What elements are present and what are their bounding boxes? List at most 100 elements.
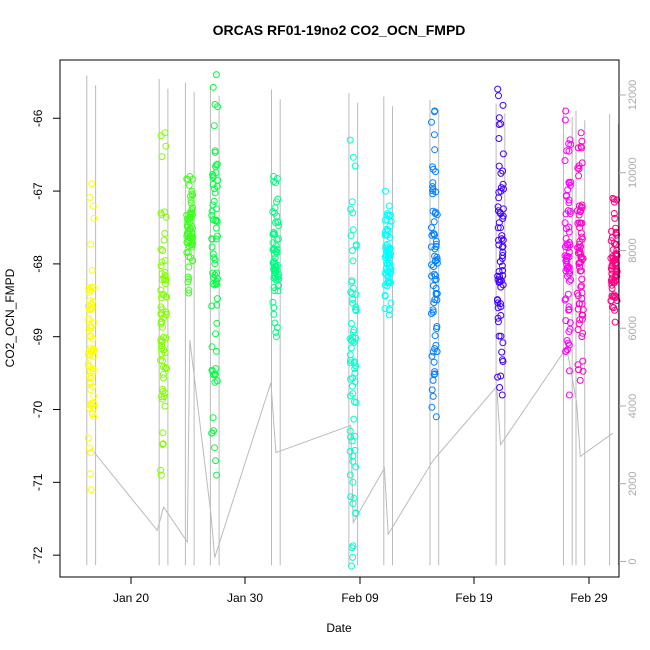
data-point <box>162 293 170 301</box>
data-point <box>382 231 390 239</box>
data-point <box>275 235 282 243</box>
data-point <box>159 429 167 437</box>
data-point <box>565 303 573 311</box>
data-point <box>577 129 585 137</box>
y2-axis: 0 2000 4000 6000 8000 10000 12000 <box>619 80 639 565</box>
data-point <box>383 259 391 267</box>
data-point <box>347 344 355 352</box>
data-point <box>211 147 219 155</box>
data-point <box>561 157 569 165</box>
data-point <box>566 182 574 189</box>
data-point <box>433 348 441 356</box>
data-point <box>574 361 582 369</box>
data-point <box>185 289 193 297</box>
data-point <box>352 306 359 314</box>
data-point <box>270 250 278 258</box>
data-point <box>499 180 507 188</box>
y-tick-label: -71 <box>31 473 45 491</box>
data-point <box>431 332 439 340</box>
data-point <box>352 307 360 315</box>
data-point <box>347 493 355 501</box>
data-point <box>269 230 277 238</box>
data-point <box>87 374 95 382</box>
data-point <box>428 310 435 317</box>
data-point <box>157 318 165 326</box>
data-point <box>209 83 217 91</box>
data-point <box>158 345 165 353</box>
data-point <box>162 142 170 150</box>
data-point <box>157 303 165 311</box>
series-RF02 <box>157 129 171 479</box>
data-point <box>575 172 583 180</box>
data-point <box>607 237 615 245</box>
data-point <box>349 390 357 398</box>
data-point <box>269 239 277 247</box>
data-point <box>575 211 583 219</box>
data-point <box>494 318 502 326</box>
data-point <box>212 71 220 79</box>
data-point <box>212 224 220 232</box>
data-point <box>498 254 506 262</box>
data-point <box>185 286 193 294</box>
data-point <box>158 342 166 350</box>
x-axis-label: Date <box>326 621 352 635</box>
data-point <box>346 392 354 400</box>
data-point <box>576 259 583 267</box>
series-RF07 <box>381 187 395 319</box>
data-point <box>498 391 506 399</box>
y2-tick-label: 2000 <box>627 471 639 495</box>
data-point <box>611 294 619 302</box>
data-point <box>86 194 94 201</box>
data-point <box>184 273 192 281</box>
data-point <box>161 230 169 237</box>
data-point <box>89 383 97 391</box>
y-axis-label: CO2_OCN_FMPD <box>3 268 17 367</box>
data-point <box>88 304 96 312</box>
data-point <box>433 211 441 219</box>
data-point <box>89 367 97 375</box>
data-point <box>578 204 586 212</box>
data-point <box>566 325 574 333</box>
data-point <box>349 457 357 465</box>
data-point <box>566 319 574 327</box>
data-point <box>274 218 282 226</box>
data-point <box>158 294 165 302</box>
data-point <box>84 360 92 368</box>
series-RF10 <box>561 107 575 399</box>
series-RF12 <box>607 194 621 326</box>
data-point <box>212 161 220 169</box>
data-point <box>383 248 390 256</box>
y-tick-label: -67 <box>31 182 45 200</box>
data-point <box>211 444 218 452</box>
data-point <box>431 210 439 217</box>
data-point <box>578 144 585 152</box>
series-RF03 <box>183 173 197 297</box>
data-point <box>162 308 170 316</box>
data-point <box>272 179 280 187</box>
data-point <box>496 209 504 216</box>
data-point <box>352 303 360 311</box>
data-point <box>272 333 280 341</box>
series-RF08 <box>427 107 441 421</box>
data-point <box>431 276 439 284</box>
series-RF11 <box>573 129 587 384</box>
data-point <box>157 132 165 140</box>
data-point <box>208 302 216 310</box>
data-point <box>566 136 574 144</box>
data-point <box>428 231 436 239</box>
data-point <box>209 216 217 224</box>
data-point <box>431 272 439 280</box>
data-point <box>565 223 573 231</box>
data-point <box>431 108 438 116</box>
data-point <box>157 245 165 253</box>
data-point <box>387 217 395 225</box>
data-point <box>352 463 360 471</box>
data-point <box>346 335 354 343</box>
data-point <box>352 241 360 249</box>
x-tick-label: Feb 19 <box>455 591 493 605</box>
data-point <box>158 310 166 318</box>
data-point <box>187 210 195 218</box>
data-point <box>574 326 582 334</box>
data-point <box>496 384 504 391</box>
data-point <box>578 201 586 209</box>
